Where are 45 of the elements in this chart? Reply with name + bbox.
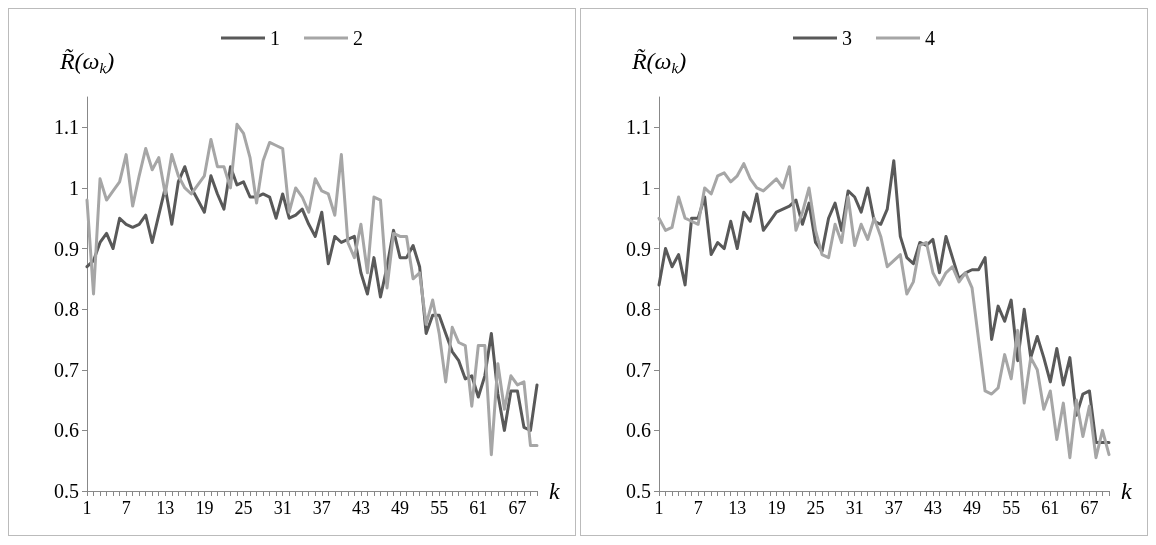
x-tick-label: 31 <box>273 498 292 518</box>
y-tick-label: 0.9 <box>626 237 651 260</box>
line-series <box>85 122 539 457</box>
y-tick-label: 0.8 <box>626 298 651 321</box>
x-tick-label: 67 <box>508 498 527 518</box>
x-tick-label: 37 <box>312 498 331 518</box>
y-tick-label: 0.6 <box>54 419 79 442</box>
y-tick-label: 1 <box>641 176 651 199</box>
y-tick-label: 1.1 <box>54 116 79 139</box>
x-tick-label: 1 <box>654 498 664 518</box>
legend-label: 4 <box>925 27 935 49</box>
y-tick-label: 0.9 <box>54 237 79 260</box>
x-tick-label: 25 <box>234 498 253 518</box>
x-tick-label: 61 <box>1041 498 1060 518</box>
x-tick-label: 7 <box>693 498 703 518</box>
x-tick-label: 43 <box>351 498 370 518</box>
legend-label: 3 <box>842 27 852 49</box>
y-tick-label: 0.7 <box>54 358 79 381</box>
y-tick-label: 1 <box>69 176 79 199</box>
x-tick-label: 13 <box>156 498 175 518</box>
x-tick-label: 19 <box>195 498 214 518</box>
x-tick-label: 55 <box>1002 498 1021 518</box>
y-tick-label: 0.5 <box>54 480 79 502</box>
x-tick-label: 7 <box>121 498 131 518</box>
y-tick-label: 0.6 <box>626 419 651 442</box>
y-tick-label: 0.5 <box>626 480 651 502</box>
legend-label: 1 <box>270 27 280 49</box>
x-tick-label: 25 <box>806 498 825 518</box>
y-tick-label: 0.8 <box>54 298 79 321</box>
x-tick-label: 61 <box>469 498 488 518</box>
x-axis-title: k <box>549 478 560 504</box>
y-tick-label: 0.7 <box>626 358 651 381</box>
y-tick-label: 1.1 <box>626 116 651 139</box>
x-tick-label: 37 <box>884 498 903 518</box>
x-tick-label: 49 <box>391 498 410 518</box>
x-tick-label: 43 <box>923 498 942 518</box>
x-axis-title: k <box>1121 478 1132 504</box>
x-tick-label: 1 <box>82 498 92 518</box>
x-tick-label: 55 <box>430 498 449 518</box>
x-tick-label: 31 <box>845 498 864 518</box>
x-tick-label: 19 <box>767 498 786 518</box>
x-tick-label: 13 <box>728 498 747 518</box>
x-tick-label: 49 <box>963 498 982 518</box>
legend-label: 2 <box>353 27 363 49</box>
x-tick-label: 67 <box>1080 498 1099 518</box>
